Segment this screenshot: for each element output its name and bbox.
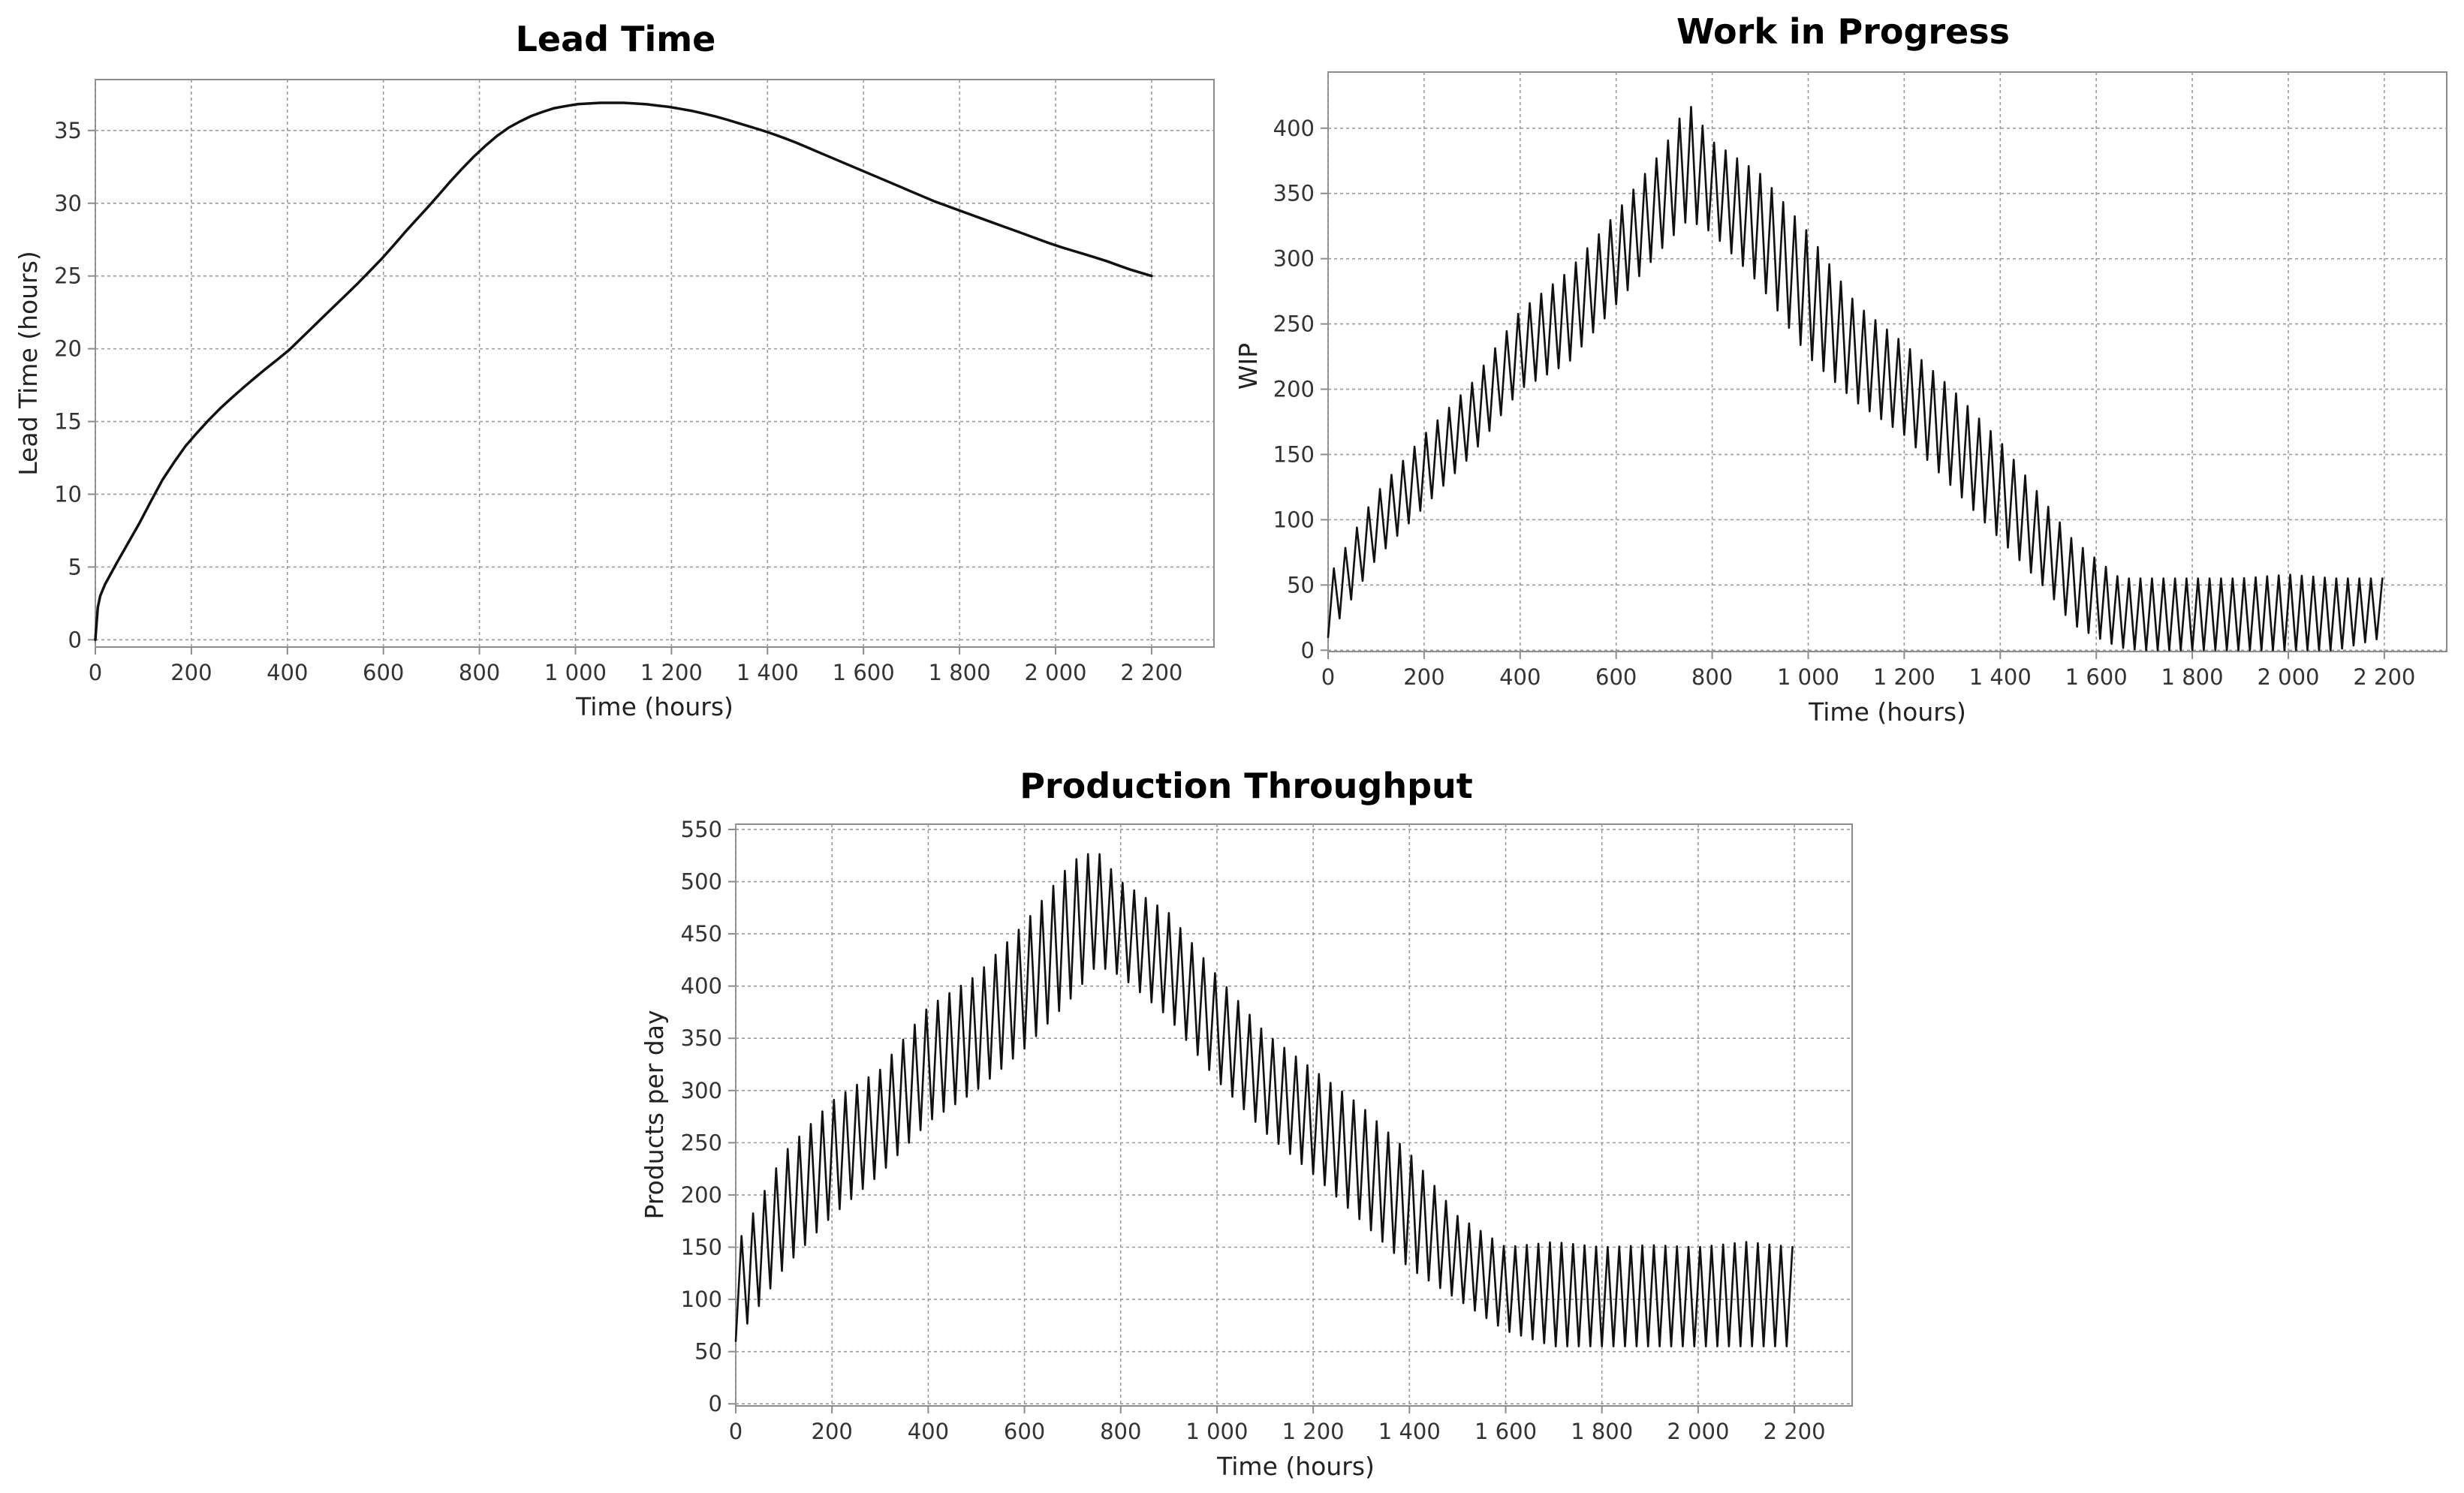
chart-title: Lead Time — [516, 19, 716, 59]
y-tick-label: 15 — [54, 409, 82, 435]
x-tick-label: 1 000 — [1777, 664, 1839, 690]
y-tick-label: 200 — [1273, 377, 1315, 402]
y-tick-label: 350 — [681, 1025, 722, 1051]
y-tick-label: 450 — [681, 921, 722, 947]
y-tick-label: 30 — [54, 191, 82, 216]
x-tick-label: 400 — [908, 1419, 949, 1444]
x-axis-label: Time (hours) — [1216, 1452, 1375, 1481]
y-tick-label: 100 — [681, 1287, 722, 1312]
chart-title: Work in Progress — [1676, 11, 2010, 52]
x-tick-label: 1 200 — [1873, 664, 1935, 690]
x-tick-label: 800 — [1691, 664, 1733, 690]
x-axis-label: Time (hours) — [1808, 697, 1966, 727]
x-tick-label: 0 — [1321, 664, 1335, 690]
y-tick-label: 5 — [68, 554, 82, 579]
x-tick-label: 1 800 — [929, 660, 991, 685]
y-tick-label: 100 — [1273, 507, 1315, 532]
y-tick-label: 350 — [1273, 181, 1315, 206]
x-tick-label: 1 600 — [1474, 1419, 1537, 1444]
axis-ticks: 0 200 400 600 800 1 000 1 200 1 400 1 600 1 800 2 … — [681, 817, 1826, 1444]
x-tick-label: 1 800 — [1571, 1419, 1633, 1444]
grid — [95, 80, 1214, 647]
y-tick-label: 300 — [681, 1078, 722, 1103]
y-tick-label: 50 — [694, 1339, 722, 1365]
x-tick-label: 1 600 — [2065, 664, 2128, 690]
y-tick-label: 25 — [54, 263, 82, 289]
x-tick-label: 2 200 — [1120, 660, 1182, 685]
x-tick-label: 2 000 — [1024, 660, 1086, 685]
x-tick-label: 1 400 — [736, 660, 799, 685]
wip-chart: Work in Progress 0 200 400 600 800 1 000 1 200… — [1234, 11, 2447, 727]
y-axis-label: WIP — [1234, 343, 1263, 390]
y-tick-label: 300 — [1273, 246, 1315, 272]
y-tick-label: 400 — [681, 974, 722, 999]
x-tick-label: 400 — [1499, 664, 1541, 690]
grid — [1327, 72, 2447, 652]
series-group — [94, 101, 1153, 642]
axis-ticks: 0 200 400 600 800 1 000 1 200 1 400 1 600 1 800 2 … — [54, 118, 1182, 685]
x-tick-label: 2 200 — [1764, 1419, 1826, 1444]
x-tick-label: 1 200 — [1282, 1419, 1345, 1444]
y-tick-label: 250 — [1273, 312, 1315, 337]
x-tick-label: 1 800 — [2161, 664, 2224, 690]
x-tick-label: 600 — [1595, 664, 1637, 690]
x-tick-label: 2 200 — [2353, 664, 2415, 690]
y-tick-label: 500 — [681, 869, 722, 895]
y-tick-label: 550 — [681, 817, 722, 842]
wip-series-line — [1327, 106, 2384, 652]
y-tick-label: 150 — [681, 1235, 722, 1260]
y-tick-label: 10 — [54, 481, 82, 507]
y-tick-label: 50 — [1287, 572, 1315, 598]
axis-ticks: 0 200 400 600 800 1 000 1 200 1 400 1 600 1 800 2 … — [1273, 116, 2416, 690]
y-axis-label: Products per day — [640, 1010, 669, 1220]
y-tick-label: 35 — [54, 118, 82, 143]
grid — [735, 824, 1852, 1406]
x-tick-label: 800 — [1100, 1419, 1141, 1444]
y-tick-label: 400 — [1273, 116, 1315, 141]
x-tick-label: 800 — [459, 660, 500, 685]
series-group — [1327, 106, 2384, 652]
throughput-series-line — [734, 853, 1794, 1347]
x-tick-label: 600 — [363, 660, 404, 685]
x-tick-label: 1 000 — [544, 660, 607, 685]
x-tick-label: 400 — [267, 660, 308, 685]
x-tick-label: 1 600 — [833, 660, 895, 685]
lead-time-chart: Lead Time 0 200 400 600 800 1 000 1 200 1 400 1 … — [14, 19, 1215, 721]
x-tick-label: 200 — [170, 660, 212, 685]
x-tick-label: 600 — [1004, 1419, 1045, 1444]
x-tick-label: 2 000 — [1667, 1419, 1729, 1444]
y-tick-label: 200 — [681, 1182, 722, 1208]
y-tick-label: 150 — [1273, 441, 1315, 467]
lead-time-series-line — [94, 101, 1153, 642]
x-tick-label: 1 400 — [1378, 1419, 1441, 1444]
throughput-chart: Production Throughput 0 200 400 600 800 1 000… — [640, 766, 1853, 1481]
y-tick-label: 20 — [54, 336, 82, 362]
y-tick-label: 250 — [681, 1130, 722, 1155]
chart-title: Production Throughput — [1020, 766, 1473, 806]
x-tick-label: 200 — [812, 1419, 853, 1444]
x-tick-label: 0 — [729, 1419, 743, 1444]
x-tick-label: 1 000 — [1185, 1419, 1248, 1444]
x-axis-label: Time (hours) — [575, 692, 733, 721]
x-tick-label: 200 — [1403, 664, 1444, 690]
y-tick-label: 0 — [68, 627, 82, 652]
series-group — [734, 853, 1794, 1347]
y-axis-label: Lead Time (hours) — [14, 251, 43, 476]
x-tick-label: 2 000 — [2257, 664, 2319, 690]
y-tick-label: 0 — [709, 1391, 722, 1416]
x-tick-label: 1 400 — [1969, 664, 2032, 690]
x-tick-label: 0 — [89, 660, 102, 685]
x-tick-label: 1 200 — [640, 660, 703, 685]
y-tick-label: 0 — [1301, 637, 1315, 663]
plot-area — [95, 79, 1215, 648]
